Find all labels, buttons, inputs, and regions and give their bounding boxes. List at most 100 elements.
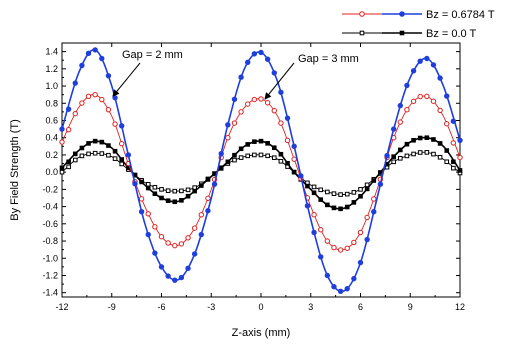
data-point [238,74,244,80]
legend: Bz = 0.6784 T Bz = 0.0 T [342,9,495,40]
data-point [112,156,118,161]
data-point [165,198,171,204]
data-point [437,141,443,146]
data-point [451,159,456,165]
data-point [145,231,151,238]
data-point [79,153,85,159]
data-point [390,126,397,132]
data-point [318,187,323,193]
data-point [364,186,370,192]
x-tick-label: 9 [408,302,413,312]
annotations: Gap = 2 mm Gap = 3 mm [112,49,359,100]
data-point [364,236,370,243]
data-point [359,11,365,17]
data-point [159,187,164,192]
annotation-arrow-gap-2mm [112,62,141,97]
data-point [284,115,291,121]
data-point [72,157,78,163]
data-point [79,100,85,106]
data-point [165,188,171,193]
data-point [398,156,403,161]
data-point [371,178,377,183]
data-point [291,156,297,162]
data-point [191,251,198,257]
y-axis-label: By Field Strength (T) [9,119,21,220]
data-point [99,139,105,145]
data-point [377,181,384,187]
data-point [424,135,430,141]
data-point [59,126,65,132]
data-point [437,107,443,114]
data-point [278,151,284,157]
data-point [411,137,416,143]
data-point [450,140,457,146]
data-point [298,173,304,179]
data-point [391,159,396,165]
data-point [410,68,417,74]
data-point [265,141,270,146]
y-tick-label: -0.4 [42,202,58,212]
data-point [119,157,124,162]
annotation-gap-3mm: Gap = 3 mm [298,53,359,65]
data-point [198,231,205,238]
data-point [404,82,410,89]
data-point [331,205,337,211]
data-point [152,184,158,190]
data-point [106,152,111,158]
data-point [344,245,350,251]
data-point [311,190,317,196]
data-point [325,189,330,195]
plot-frame [61,42,461,298]
data-point [145,185,151,191]
axis-ticks: -12 -9 -6 -3 0 3 6 9 12 -1.4 -1.2 -1.0 -0.8 -0.6 -0.4 -… [42,43,465,312]
data-point [99,96,105,103]
data-point [192,188,197,194]
data-point [444,148,450,153]
data-point [331,244,337,251]
data-point [145,211,151,217]
data-point [430,62,437,68]
data-point [238,155,244,160]
data-point [364,214,370,221]
data-point [324,238,331,244]
data-point [457,168,463,173]
data-point [251,96,258,103]
data-point [72,110,78,117]
data-point [444,159,450,165]
data-point [179,198,184,203]
data-point [79,62,85,69]
data-point [305,183,310,189]
x-tick-label: 12 [455,302,465,312]
data-point [265,153,270,159]
data-point [384,161,390,167]
data-point [185,265,191,272]
data-point [424,150,430,155]
data-point [205,177,211,182]
data-point [417,150,423,155]
data-point [66,164,71,170]
data-point [431,151,436,157]
data-point [318,197,323,202]
data-point [105,73,112,79]
data-point [145,182,151,187]
y-tick-label: 0.8 [45,98,58,108]
data-point [119,161,125,167]
data-point [185,187,191,193]
y-tick-label: 1.2 [45,64,58,74]
data-point [231,96,238,102]
data-point [264,56,271,62]
data-point [451,165,456,171]
data-point [178,274,185,281]
data-point [179,188,184,194]
data-point [344,204,350,210]
data-point [172,199,178,205]
data-point [119,140,125,147]
data-point [132,172,138,178]
data-point [191,225,198,231]
data-point [325,202,330,208]
data-point [358,187,363,192]
data-point [132,181,138,187]
x-tick-label: -6 [157,302,165,312]
x-tick-label: -3 [207,302,215,312]
data-point [245,101,251,107]
